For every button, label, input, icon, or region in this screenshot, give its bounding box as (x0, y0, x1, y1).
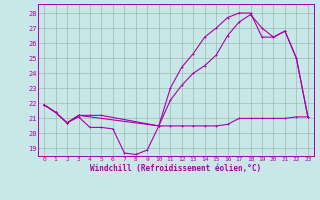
X-axis label: Windchill (Refroidissement éolien,°C): Windchill (Refroidissement éolien,°C) (91, 164, 261, 173)
